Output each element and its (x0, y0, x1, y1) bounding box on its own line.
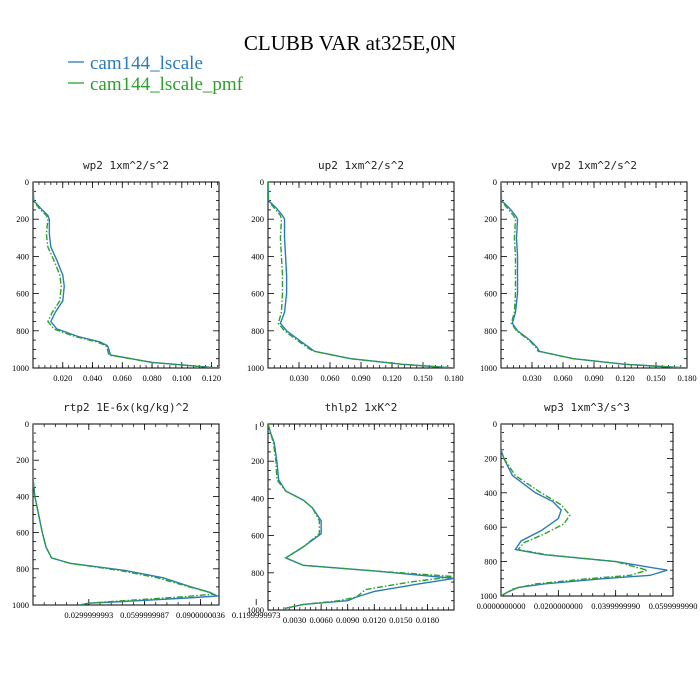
panel-title: rtp2 1E-6x(kg/kg)^2 (63, 401, 189, 414)
y-tick-label: 800 (484, 326, 497, 336)
panel-3: vp2 1xm^2/s^2 0 200 400 600 800 1000 0.030 0.060… (480, 159, 697, 383)
panel-title: wp3 1xm^3/s^3 (544, 401, 630, 414)
x-tick-label: 0.020 (53, 373, 72, 383)
x-tick-label: 0.040 (83, 373, 102, 383)
y-tick-label: 1000 (480, 591, 497, 601)
x-tick-label: 0.150 (413, 373, 432, 383)
y-tick-label: 1000 (480, 363, 497, 373)
y-tick-label: 200 (251, 214, 264, 224)
y-tick-label: 400 (16, 251, 29, 261)
panel-2: up2 1xm^2/s^2 0 200 400 600 800 1000 0.030 0.060… (247, 159, 464, 383)
y-tick-label: 400 (251, 493, 264, 503)
x-tick-label: 0.090 (584, 373, 603, 383)
y-tick-label: 200 (251, 456, 264, 466)
y-tick-label: 0 (25, 177, 29, 187)
y-tick-label: 400 (484, 251, 497, 261)
y-tick-label: 600 (16, 528, 29, 538)
y-tick-label: 600 (16, 289, 29, 299)
y-tick-label: 1000 (247, 363, 264, 373)
panel-4: rtp2 1E-6x(kg/kg)^2 0 200 400 600 800 1000 0.02… (12, 401, 280, 620)
y-tick-label: 400 (251, 251, 264, 261)
series-line-cam144_lscale_pmf (501, 182, 688, 368)
y-tick-label: 0 (493, 419, 497, 429)
panel-title: thlp2 1xK^2 (325, 401, 398, 414)
x-tick-label: 0.0000000000 (477, 601, 526, 611)
x-tick-label: 0.0599999987 (120, 610, 169, 620)
y-tick-label: 200 (16, 455, 29, 465)
x-tick-label: 0.0599999990 (649, 601, 698, 611)
panel-title: wp2 1xm^2/s^2 (83, 159, 169, 172)
series-line-cam144_lscale_pmf (33, 424, 214, 605)
series-line-cam144_lscale_pmf (501, 424, 650, 596)
panels: wp2 1xm^2/s^2 0 200 400 600 800 1000 0.020 0.040… (12, 159, 697, 625)
x-tick-label: 0.0060 (309, 615, 332, 625)
x-tick-label: 0.150 (646, 373, 665, 383)
series-line-cam144_lscale_pmf (268, 182, 455, 368)
y-tick-label: 800 (251, 326, 264, 336)
x-tick-label: 0.0120 (363, 615, 386, 625)
x-tick-label: 0.030 (289, 373, 308, 383)
y-tick-label: 600 (251, 289, 264, 299)
x-tick-label: 0.100 (172, 373, 191, 383)
y-tick-label: 200 (484, 453, 497, 463)
y-tick-label: 0 (25, 419, 29, 429)
y-tick-label: 1000 (247, 605, 264, 615)
series-line-cam144_lscale_pmf (33, 182, 217, 368)
y-tick-label: 400 (484, 488, 497, 498)
x-tick-label: 0.120 (615, 373, 634, 383)
y-tick-label: 800 (251, 568, 264, 578)
series-line-cam144_lscale (33, 182, 220, 368)
x-tick-label: 0.080 (142, 373, 161, 383)
x-tick-label: 0.0180 (416, 615, 439, 625)
x-tick-label: 0.0299999993 (64, 610, 113, 620)
y-tick-label: 600 (251, 531, 264, 541)
y-tick-label: 600 (484, 522, 497, 532)
y-tick-label: 1000 (12, 600, 29, 610)
x-tick-label: 0.060 (113, 373, 132, 383)
y-tick-label: 800 (16, 326, 29, 336)
x-tick-label: 0.0200000000 (534, 601, 583, 611)
y-tick-label: 600 (484, 289, 497, 299)
y-tick-label: 800 (16, 564, 29, 574)
x-tick-label: 0.060 (320, 373, 339, 383)
x-tick-label: 0.0090 (336, 615, 359, 625)
y-tick-label: 200 (16, 214, 29, 224)
x-tick-label: 0.0150 (389, 615, 412, 625)
x-tick-label: 0.0900000036 (176, 610, 225, 620)
panel-5: thlp2 1xK^2 0 200 400 600 800 1000 0.0030 0.0060… (247, 401, 455, 625)
x-tick-label: 0.030 (522, 373, 541, 383)
y-tick-label: 0 (260, 419, 264, 429)
x-tick-label: 0.0030 (283, 615, 306, 625)
y-tick-label: 1000 (12, 363, 29, 373)
legend-label-2: cam144_lscale_pmf (90, 74, 244, 95)
figure-legend: cam144_lscale cam144_lscale_pmf (68, 53, 244, 95)
panel-6: wp3 1xm^3/s^3 0 200 400 600 800 10000.00000000… (477, 401, 698, 611)
y-tick-label: 400 (16, 491, 29, 501)
x-tick-label: 0.1199999973 (232, 610, 281, 620)
legend-label-1: cam144_lscale (90, 53, 203, 74)
x-tick-label: 0.0399999990 (591, 601, 640, 611)
panel-title: vp2 1xm^2/s^2 (551, 159, 637, 172)
x-tick-label: 0.120 (382, 373, 401, 383)
series-line-cam144_lscale (501, 424, 668, 596)
x-tick-label: 0.090 (351, 373, 370, 383)
series-line-cam144_lscale_pmf (268, 424, 455, 610)
figure-title: CLUBB VAR at325E,0N (244, 31, 456, 55)
x-tick-label: 0.060 (553, 373, 572, 383)
y-tick-label: 200 (484, 214, 497, 224)
x-tick-label: 0.180 (444, 373, 463, 383)
x-tick-label: 0.180 (677, 373, 696, 383)
y-tick-label: 0 (493, 177, 497, 187)
y-tick-label: 800 (484, 557, 497, 567)
panel-title: up2 1xm^2/s^2 (318, 159, 404, 172)
x-tick-label: 0.120 (202, 373, 221, 383)
panel-1: wp2 1xm^2/s^2 0 200 400 600 800 1000 0.020 0.040… (12, 159, 221, 383)
y-tick-label: 0 (260, 177, 264, 187)
